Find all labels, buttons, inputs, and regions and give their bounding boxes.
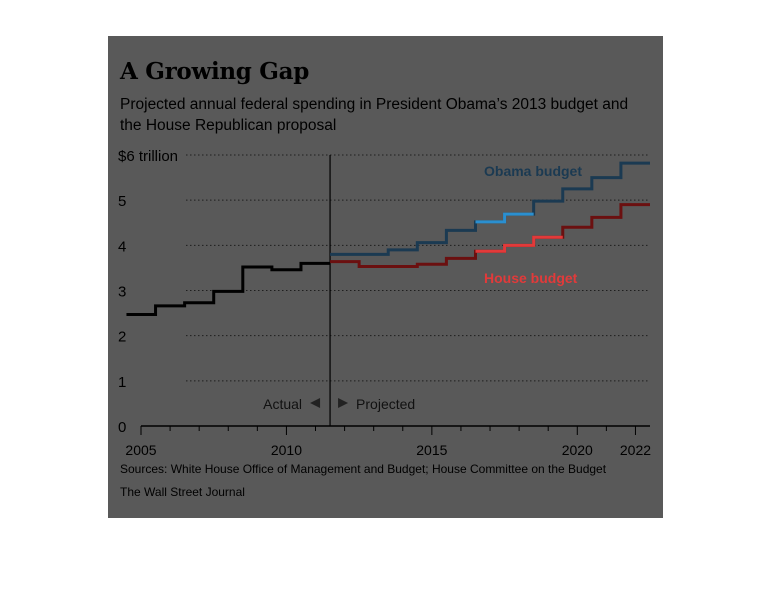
series-house-line — [330, 203, 650, 269]
x-tick-label: 2005 — [125, 442, 156, 458]
chart-title: A Growing Gap — [120, 58, 310, 85]
series-obama-highlight — [475, 212, 534, 224]
y-tick-label: 3 — [118, 284, 126, 301]
series-house-highlight — [475, 235, 563, 253]
right-arrow-icon — [338, 398, 349, 408]
annotation-actual: Actual — [263, 396, 302, 412]
sources-note: Sources: White House Office of Managemen… — [120, 462, 607, 476]
y-tick-label: 5 — [118, 193, 126, 210]
y-tick-label: $6 trillion — [118, 148, 178, 165]
legend-obama-label: Obama budget — [484, 163, 582, 179]
y-tick-label: 0 — [118, 419, 126, 436]
y-tick-label: 2 — [118, 329, 126, 346]
x-tick-label: 2015 — [416, 442, 447, 458]
x-tick-label: 2022 — [620, 442, 651, 458]
series-actual-line — [126, 261, 331, 316]
x-tick-label: 2020 — [562, 442, 593, 458]
y-tick-label: 4 — [118, 238, 126, 255]
y-tick-label: 1 — [118, 374, 126, 391]
chart-subtitle: Projected annual federal spending in Pre… — [120, 96, 629, 134]
credit-line: The Wall Street Journal — [120, 485, 245, 499]
annotation-projected: Projected — [356, 396, 415, 412]
legend-house-label: House budget — [484, 270, 578, 286]
left-arrow-icon — [310, 398, 321, 408]
x-tick-label: 2010 — [271, 442, 302, 458]
chart-panel — [108, 36, 663, 518]
